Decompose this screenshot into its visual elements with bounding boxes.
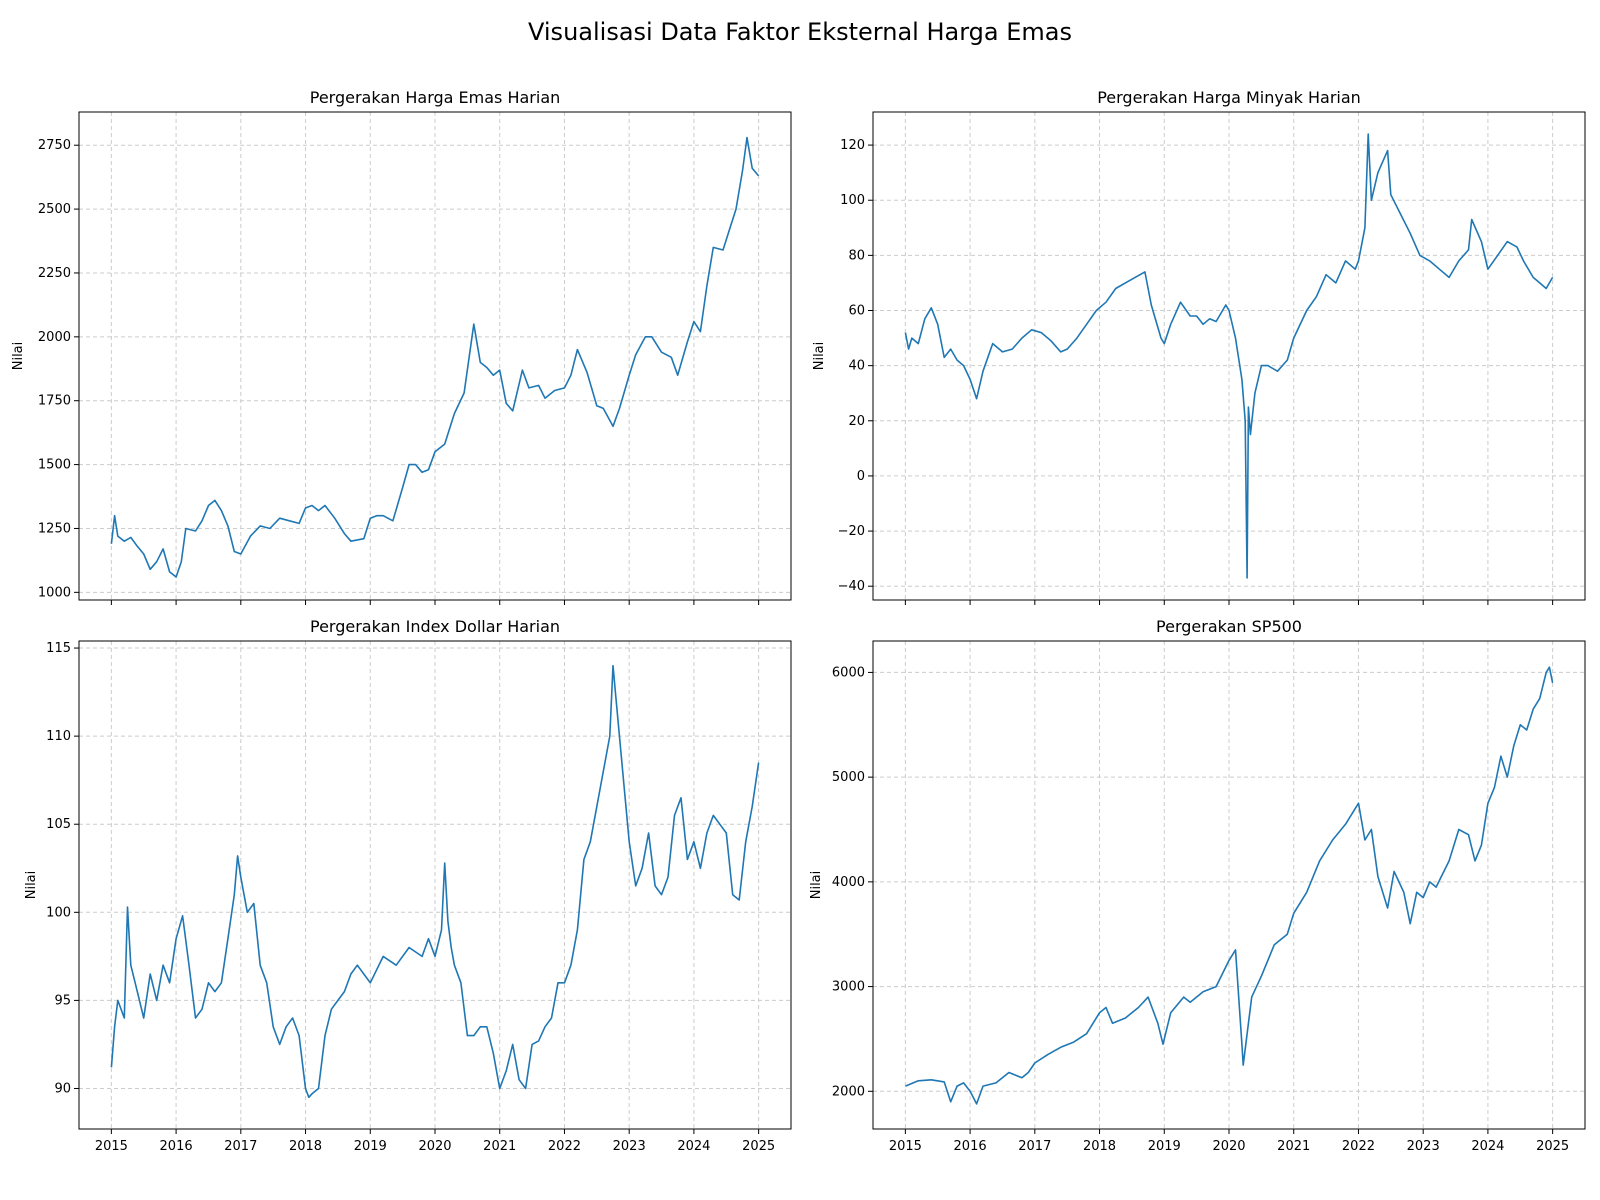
x-tick-label: 2021 [483,1139,516,1154]
y-tick-label: 100 [46,905,71,920]
chart-panel: 1000 1250 1500 1750 2000 2250 2500 2750 Pergerak… [11,88,792,605]
x-tick-label: 2023 [613,1139,646,1154]
y-tick-label: 100 [840,193,865,208]
y-tick-label: 2250 [38,266,71,281]
x-tick-label: 2017 [224,1139,257,1154]
y-tick-label: 95 [54,993,71,1008]
y-tick-label: 1750 [38,394,71,409]
x-tick-label: 2016 [160,1139,193,1154]
figure-suptitle: Visualisasi Data Faktor Eksternal Harga … [528,18,1072,46]
y-tick-label: 2000 [832,1084,865,1099]
y-tick-label: 1000 [38,585,71,600]
chart-panel: −40 −20 0 20 40 60 80 100 120 Pergerakan Harga Mi… [812,88,1586,605]
y-tick-label: 1500 [38,458,71,473]
series-line [904,133,1554,579]
x-tick-label: 2019 [354,1139,387,1154]
y-tick-label: 5000 [832,770,865,785]
chart-title: Pergerakan Index Dollar Harian [310,617,560,636]
y-tick-label: 40 [848,359,865,374]
y-axis-label: Nilai [812,342,827,371]
y-tick-label: 2750 [38,138,71,153]
x-tick-label: 2025 [1536,1139,1569,1154]
y-axis-label: Nilai [24,871,39,900]
y-tick-label: 4000 [832,875,865,890]
chart-panel: 2000 3000 4000 5000 6000 2015 2016 2017 2018 2019… [809,617,1586,1154]
y-tick-label: 90 [54,1081,71,1096]
x-tick-label: 2015 [95,1139,128,1154]
x-tick-label: 2017 [1018,1139,1051,1154]
series-line [110,136,760,578]
x-tick-label: 2025 [742,1139,775,1154]
y-tick-label: 105 [46,817,71,832]
y-tick-label: 80 [848,248,865,263]
chart-title: Pergerakan Harga Emas Harian [310,88,561,107]
x-tick-label: 2016 [954,1139,987,1154]
y-tick-label: −40 [838,579,865,594]
x-tick-label: 2020 [418,1139,451,1154]
x-tick-label: 2015 [889,1139,922,1154]
x-tick-label: 2020 [1212,1139,1245,1154]
x-tick-label: 2022 [1342,1139,1375,1154]
chart-panel: 90 95 100 105 110 115 2015 2016 2017 2018 2019 2020… [24,617,792,1154]
y-tick-label: 110 [46,729,71,744]
x-tick-label: 2022 [548,1139,581,1154]
y-tick-label: 1250 [38,521,71,536]
x-tick-label: 2023 [1407,1139,1440,1154]
series-line [905,666,1554,1105]
y-tick-label: 3000 [832,980,865,995]
chart-title: Pergerakan Harga Minyak Harian [1097,88,1361,107]
y-tick-label: −20 [838,524,865,539]
chart-title: Pergerakan SP500 [1156,617,1302,636]
y-tick-label: 115 [46,641,71,656]
y-tick-label: 120 [840,138,865,153]
y-axis-label: Nilai [11,342,26,371]
y-tick-label: 20 [848,414,865,429]
x-tick-label: 2018 [1083,1139,1116,1154]
x-tick-label: 2024 [677,1139,710,1154]
y-tick-label: 60 [848,304,865,319]
y-axis-label: Nilai [809,871,824,900]
y-tick-label: 0 [857,469,865,484]
series-line [110,664,760,1099]
x-tick-label: 2019 [1148,1139,1181,1154]
y-tick-label: 2000 [38,330,71,345]
x-tick-label: 2018 [289,1139,322,1154]
x-tick-label: 2024 [1471,1139,1504,1154]
x-tick-label: 2021 [1277,1139,1310,1154]
y-tick-label: 6000 [832,665,865,680]
y-tick-label: 2500 [38,202,71,217]
